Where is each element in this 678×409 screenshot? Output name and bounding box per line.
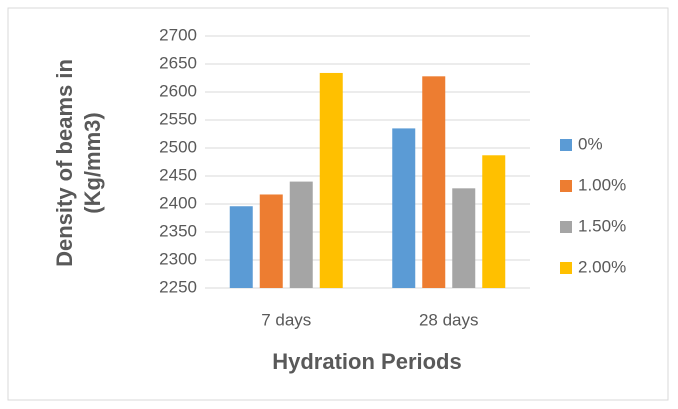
y-tick-label: 2500 [159,137,197,156]
legend-swatch [560,262,572,274]
legend-label: 1.00% [578,175,626,194]
bar [422,76,446,288]
bar [289,181,313,288]
y-tick-label: 2350 [159,221,197,240]
bar [259,194,283,288]
y-axis-title-line: Density of beams in [52,59,77,267]
y-tick-label: 2650 [159,53,197,72]
y-tick-label: 2450 [159,165,197,184]
y-tick-label: 2250 [159,277,197,296]
y-axis-title: Density of beams in (Kg/mm3) [52,59,105,267]
y-tick-label: 2600 [159,81,197,100]
y-tick-label: 2700 [159,25,197,44]
legend-swatch [560,221,572,233]
bar [482,155,506,288]
y-tick-label: 2300 [159,249,197,268]
bar [392,128,416,288]
y-axis-title-line: (Kg/mm3) [80,112,105,213]
x-tick-label: 7 days [261,310,311,329]
x-tick-label: 28 days [419,310,479,329]
legend-label: 0% [578,134,603,153]
bar [452,188,476,288]
legend-swatch [560,180,572,192]
x-axis-title: Hydration Periods [272,349,461,374]
y-tick-label: 2400 [159,193,197,212]
bar [319,72,343,289]
y-tick-label: 2550 [159,109,197,128]
legend-label: 2.00% [578,257,626,276]
bar [229,206,253,288]
legend-label: 1.50% [578,216,626,235]
legend-swatch [560,139,572,151]
